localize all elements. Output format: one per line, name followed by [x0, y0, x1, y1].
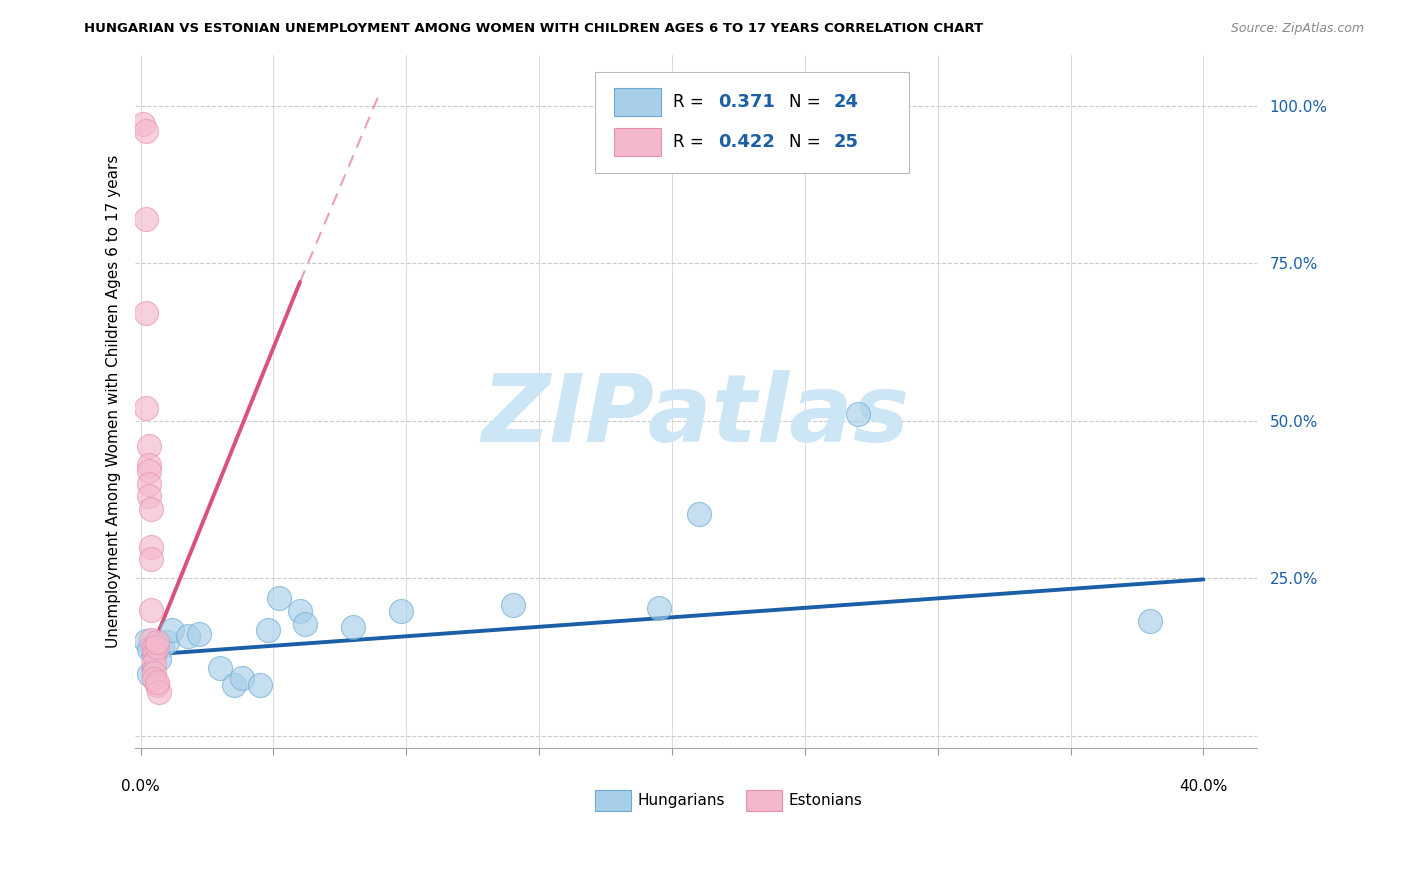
Point: [138, 476, 160, 491]
Point: [145, 678, 167, 692]
Point: [141, 552, 163, 566]
Point: [188, 626, 211, 640]
Point: [142, 640, 165, 655]
Point: [288, 604, 311, 618]
Point: [135, 211, 157, 226]
Point: [177, 629, 200, 643]
Bar: [747, 790, 782, 811]
Text: 40.0%: 40.0%: [1180, 779, 1227, 794]
Text: 0.371: 0.371: [718, 94, 775, 112]
Point: [389, 604, 412, 618]
Point: [141, 632, 163, 647]
Point: [142, 647, 165, 661]
Text: ZIPatlas: ZIPatlas: [482, 369, 910, 461]
Point: [257, 623, 280, 637]
Text: N =: N =: [789, 94, 825, 112]
Point: [138, 641, 160, 656]
Point: [145, 640, 167, 655]
Point: [342, 620, 364, 634]
Point: [222, 678, 245, 692]
Point: [141, 501, 163, 516]
Point: [1139, 614, 1161, 628]
FancyBboxPatch shape: [595, 72, 908, 173]
Point: [138, 464, 160, 478]
Point: [132, 118, 155, 132]
Point: [142, 665, 165, 680]
Point: [135, 306, 157, 320]
Point: [231, 671, 253, 685]
Point: [249, 678, 271, 692]
Text: 25: 25: [834, 133, 859, 151]
Y-axis label: Unemployment Among Women with Children Ages 6 to 17 years: Unemployment Among Women with Children A…: [107, 155, 121, 648]
Point: [138, 439, 160, 453]
Point: [141, 602, 163, 616]
Text: 24: 24: [834, 94, 859, 112]
Point: [267, 591, 290, 606]
Text: Source: ZipAtlas.com: Source: ZipAtlas.com: [1230, 22, 1364, 36]
Bar: [614, 88, 661, 116]
Text: R =: R =: [673, 133, 710, 151]
Text: N =: N =: [789, 133, 825, 151]
Text: Hungarians: Hungarians: [637, 793, 725, 808]
Point: [846, 407, 869, 421]
Point: [148, 684, 170, 698]
Point: [294, 616, 316, 631]
Point: [138, 458, 160, 472]
Point: [138, 489, 160, 503]
Point: [141, 540, 163, 554]
Bar: [614, 128, 661, 155]
Text: 0.0%: 0.0%: [121, 779, 160, 794]
Point: [647, 601, 669, 615]
Text: R =: R =: [673, 94, 710, 112]
Point: [145, 675, 167, 690]
Point: [142, 672, 165, 686]
Text: Estonians: Estonians: [789, 793, 863, 808]
Point: [209, 660, 232, 674]
Point: [156, 635, 179, 649]
Point: [135, 634, 157, 648]
Point: [142, 657, 165, 671]
Point: [135, 124, 157, 138]
Point: [502, 598, 524, 612]
Text: HUNGARIAN VS ESTONIAN UNEMPLOYMENT AMONG WOMEN WITH CHILDREN AGES 6 TO 17 YEARS : HUNGARIAN VS ESTONIAN UNEMPLOYMENT AMONG…: [84, 22, 983, 36]
Point: [688, 507, 710, 521]
Point: [162, 623, 184, 637]
Text: 0.422: 0.422: [718, 133, 775, 151]
Point: [148, 652, 170, 666]
Point: [145, 635, 167, 649]
Bar: [595, 790, 631, 811]
Point: [135, 401, 157, 415]
Point: [150, 639, 173, 653]
Point: [138, 667, 160, 681]
